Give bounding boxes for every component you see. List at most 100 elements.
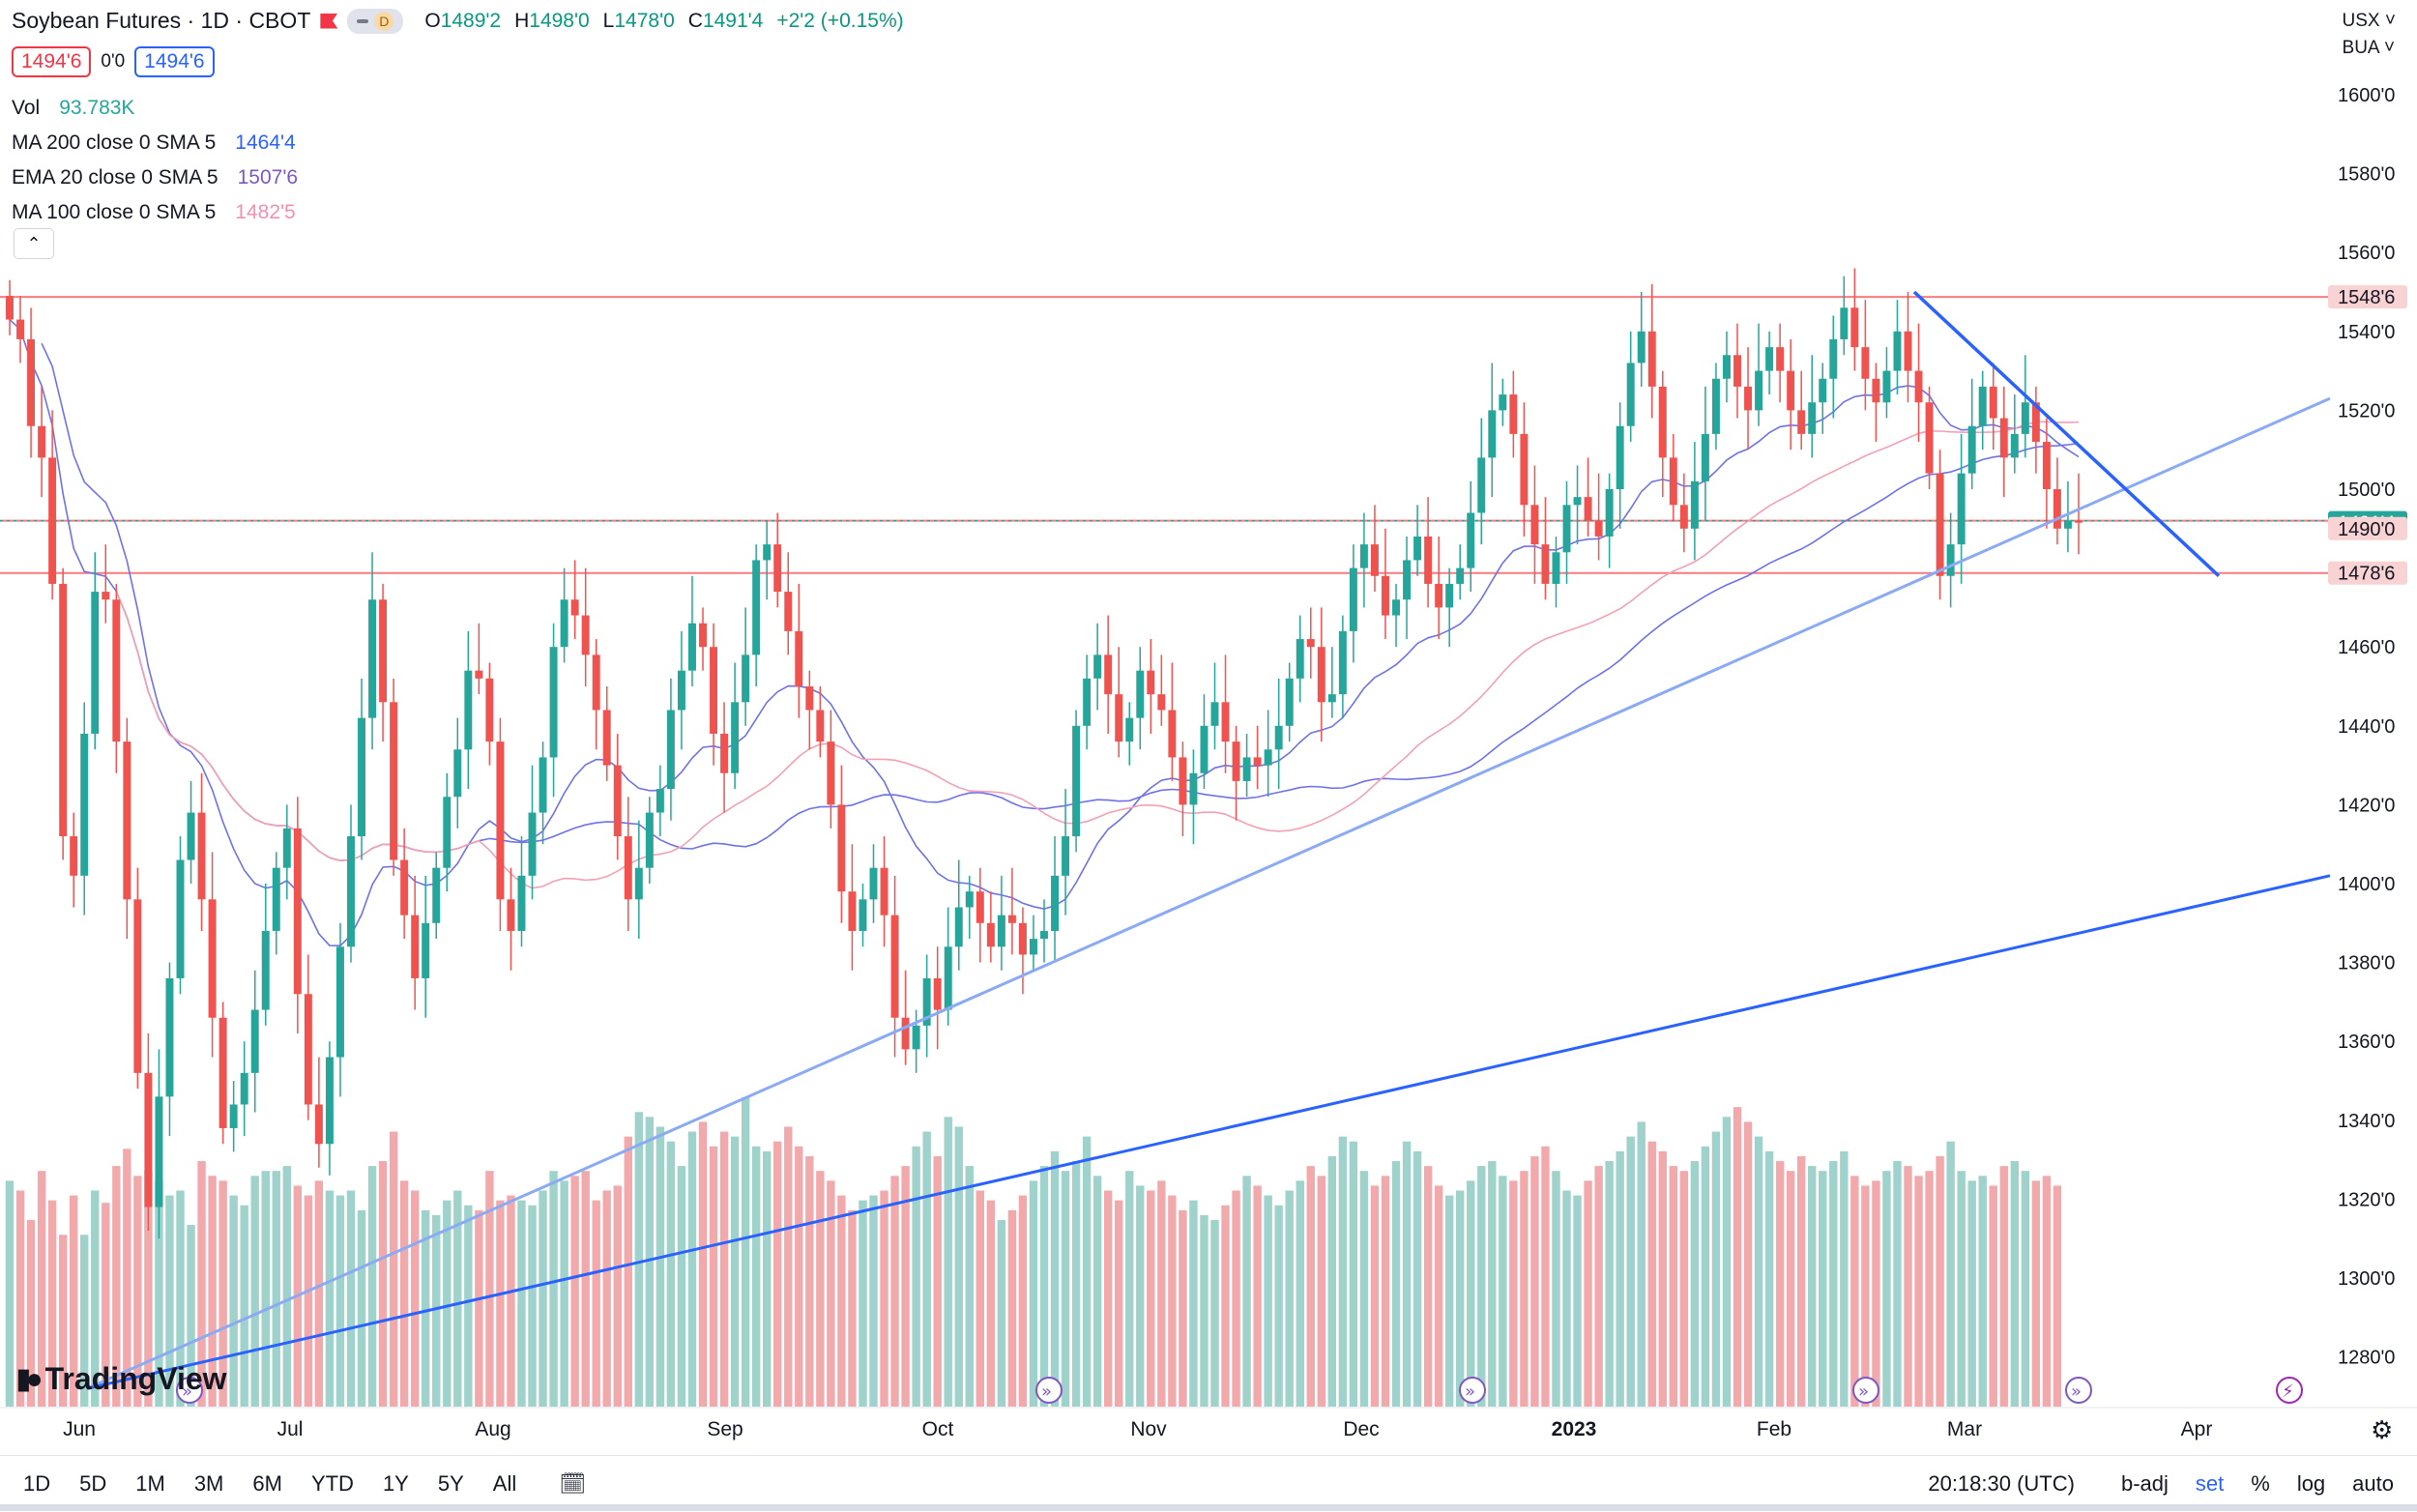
symbol-title[interactable]: Soybean Futures · 1D · CBOT <box>12 8 311 33</box>
timeframe-3m[interactable]: 3M <box>193 1471 224 1496</box>
timeframe-6m[interactable]: 6M <box>252 1471 282 1496</box>
volume-bar <box>1690 1161 1700 1407</box>
volume-bar <box>912 1146 920 1407</box>
status-pill[interactable]: D <box>347 8 404 34</box>
volume-bar <box>859 1200 867 1407</box>
timeframe-1m[interactable]: 1M <box>135 1471 165 1496</box>
clock[interactable]: 20:18:30 (UTC) <box>1928 1471 2075 1496</box>
trend-lines[interactable] <box>86 290 2331 1390</box>
candle-body <box>123 741 131 900</box>
legend-value: 1464'4 <box>235 131 296 154</box>
volume-bar <box>282 1166 291 1407</box>
horizontal-levels[interactable] <box>0 296 2330 574</box>
candle-body <box>80 733 89 876</box>
volume-bar <box>432 1214 441 1407</box>
candle-body <box>752 560 761 655</box>
auto-toggle[interactable]: auto <box>2352 1471 2394 1496</box>
currency-unit: USX <box>2342 11 2380 31</box>
volume-bar <box>485 1171 494 1407</box>
chart-header: Soybean Futures · 1D · CBOT D O1489'2 H1… <box>12 8 904 34</box>
candle-body <box>986 922 995 947</box>
candlesticks[interactable] <box>6 268 2082 1239</box>
timeframe-1y[interactable]: 1Y <box>382 1471 409 1496</box>
volume-bar <box>47 1200 57 1407</box>
set-toggle[interactable]: set <box>2195 1471 2225 1496</box>
percent-toggle[interactable]: % <box>2251 1471 2270 1496</box>
legend-row-ma100[interactable]: MA 100 close 0 SMA 5 1482'5 <box>12 195 298 230</box>
volume-bar <box>314 1180 324 1407</box>
price-label-box <box>2328 285 2407 309</box>
event-markers[interactable]: » » » » » ⚡ <box>176 1377 2303 1404</box>
open-label: O <box>424 9 441 32</box>
candle-body <box>1626 363 1635 426</box>
price-chart[interactable]: » » » » » ⚡ 1600'0 1580'0 1560'0 1540'0 1520'0 150… <box>0 0 2417 1455</box>
volume-bar <box>2010 1161 2020 1407</box>
candle-body <box>795 630 803 686</box>
volume-bar <box>1412 1150 1422 1407</box>
volume-bar <box>837 1195 846 1407</box>
currency-selector[interactable]: USX ˅ BUA ˅ <box>2343 8 2396 62</box>
legend-value: 93.783K <box>59 97 135 119</box>
legend-row-vol[interactable]: Vol 93.783K <box>12 91 298 126</box>
volume-bar <box>1711 1131 1721 1407</box>
tradingview-logo[interactable]: ▮● TradingView <box>15 1361 227 1397</box>
candle-body <box>1594 520 1603 537</box>
timeframe-ytd[interactable]: YTD <box>310 1471 354 1496</box>
candle-body <box>91 592 100 734</box>
candle-body <box>485 678 494 742</box>
volume-bar <box>1999 1166 2008 1407</box>
volume-bar <box>187 1225 195 1407</box>
candle-body <box>1711 378 1720 434</box>
low-value: 1478'0 <box>614 9 675 32</box>
volume-bar <box>517 1200 526 1407</box>
timeframe-all[interactable]: All <box>492 1471 517 1496</box>
volume-bar <box>549 1171 558 1407</box>
timeframe-5d[interactable]: 5D <box>79 1471 107 1496</box>
volume-bar <box>1978 1176 1987 1407</box>
candle-body <box>1765 347 1774 371</box>
candle-body <box>1893 331 1902 371</box>
play-icon <box>1459 1377 1486 1404</box>
legend-row-ema20[interactable]: EMA 20 close 0 SMA 5 1507'6 <box>12 160 298 195</box>
badj-toggle[interactable]: b-adj <box>2120 1471 2169 1496</box>
buy-button[interactable]: 1494'6 <box>134 46 215 77</box>
candle-body <box>2021 402 2029 434</box>
volume-bar <box>1285 1190 1294 1407</box>
candle-body <box>1413 536 1422 561</box>
price-tick-label: 1300'0 <box>2338 1268 2395 1290</box>
volume-bar <box>570 1176 579 1407</box>
candle-body <box>218 1017 227 1128</box>
candle-body <box>602 710 611 766</box>
flag-icon[interactable] <box>320 13 338 29</box>
candle-body <box>592 654 600 711</box>
candle-body <box>1776 347 1785 371</box>
candle-body <box>282 828 291 868</box>
price-axis[interactable]: 1600'0 1580'0 1560'0 1540'0 1520'0 1500'0 1460… <box>2328 85 2407 1369</box>
timeframe-1d[interactable]: 1D <box>23 1471 51 1496</box>
sell-button[interactable]: 1494'6 <box>12 46 92 77</box>
volume-bar <box>1327 1155 1337 1407</box>
volume-bar <box>218 1180 227 1407</box>
candle-body <box>335 946 344 1058</box>
chevron-up-icon: ⌃ <box>26 233 42 253</box>
log-toggle[interactable]: log <box>2296 1471 2326 1496</box>
timeframe-5y[interactable]: 5Y <box>437 1471 464 1496</box>
price-tick-label: 1420'0 <box>2338 795 2395 816</box>
calendar-range-icon[interactable]: 🗓 <box>559 1471 587 1496</box>
legend-row-ma200[interactable]: MA 200 close 0 SMA 5 1464'4 <box>12 126 298 160</box>
volume-bar <box>1221 1205 1230 1407</box>
candle-body <box>208 899 217 1018</box>
play-icon <box>2065 1377 2092 1404</box>
rising-trendline-light <box>86 396 2331 1390</box>
time-tick-label: Jun <box>63 1418 96 1440</box>
volume-bar <box>901 1166 910 1407</box>
candle-body <box>539 757 547 813</box>
time-axis[interactable]: Jun Jul Aug Sep Oct Nov Dec 2023 Feb Mar Apr ⚙ <box>0 1407 2417 1445</box>
candle-body <box>1403 560 1412 600</box>
bottom-stripe <box>0 1504 2417 1511</box>
volume-bar <box>1967 1180 1976 1407</box>
volume-bar <box>954 1126 963 1407</box>
candle-body <box>1370 544 1379 576</box>
candle-body <box>1999 418 2008 458</box>
legend-collapse-button[interactable]: ⌃ <box>14 228 54 259</box>
